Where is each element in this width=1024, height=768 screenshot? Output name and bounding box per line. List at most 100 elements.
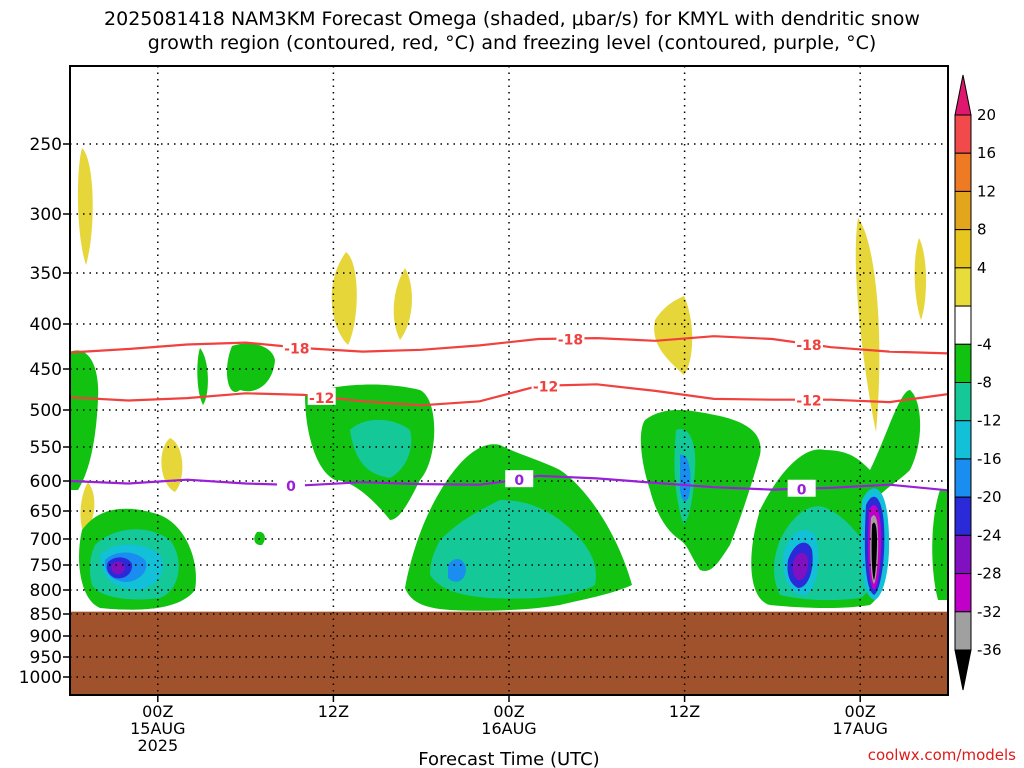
colorbar-swatch [954, 229, 972, 269]
omega-negative-region [197, 348, 208, 405]
colorbar-swatch [954, 382, 972, 422]
omega-shading [70, 148, 948, 611]
y-tick-label: 550 [30, 438, 62, 458]
omega-negative-region [226, 343, 275, 392]
colorbar-swatch [954, 305, 972, 345]
omega-negative-region [110, 561, 125, 575]
chart-title-line2: growth region (contoured, red, °C) and f… [147, 32, 877, 54]
y-tick-label: 350 [30, 264, 62, 284]
omega-negative-region [430, 500, 596, 599]
x-tick-label: 00Z [493, 702, 524, 721]
y-tick-label: 600 [30, 472, 62, 492]
colorbar-label: 4 [977, 259, 987, 277]
colorbar-label: -4 [977, 335, 992, 353]
contour-label: -18 [284, 341, 309, 357]
x-tick-label: 16AUG [481, 719, 536, 738]
colorbar-label: 16 [977, 144, 996, 162]
y-tick-label: 950 [30, 648, 62, 668]
contour-label: -18 [558, 332, 583, 348]
colorbar-label: -8 [977, 374, 992, 392]
omega-positive-region [393, 268, 412, 340]
contour-label: -18 [796, 338, 821, 354]
contour-label-bg [505, 470, 534, 488]
colorbar-label: 12 [977, 182, 996, 200]
y-tick-label: 900 [30, 627, 62, 647]
omega-positive-region [161, 438, 183, 492]
y-tick-label: 450 [30, 360, 62, 380]
contour-label-bg [794, 390, 823, 408]
contour-label-bg [794, 335, 823, 353]
colorbar-top-arrow [954, 74, 972, 116]
colorbar: 20 16 12 8 4 -4 -8 -12 -16 -20 -24 -28 -32 -36 [954, 74, 1002, 691]
y-tick-label: 850 [30, 605, 62, 625]
x-tick-label: 12Z [669, 702, 700, 721]
x-tick-label: 17AUG [832, 719, 887, 738]
colorbar-swatch [954, 267, 972, 307]
contour-label-bg [531, 376, 560, 394]
contour-label: 0 [514, 473, 524, 489]
colorbar-swatch [954, 458, 972, 498]
grid-lines [70, 66, 948, 695]
chart-title-line1: 2025081418 NAM3KM Forecast Omega (shaded… [104, 8, 920, 30]
contour-label: 0 [286, 479, 296, 495]
colorbar-label: 20 [977, 106, 996, 124]
x-tick-label: 2025 [137, 736, 178, 755]
pressure-axis: 2503003504004505005506006507007508008509… [19, 135, 70, 688]
y-tick-label: 800 [30, 581, 62, 601]
y-tick-label: 300 [30, 205, 62, 225]
colorbar-label: -28 [977, 565, 1002, 583]
y-tick-label: 700 [30, 530, 62, 550]
omega-positive-region [914, 238, 927, 320]
colorbar-label: -16 [977, 450, 1002, 468]
x-tick-label: 12Z [318, 702, 349, 721]
contour-label-bg [787, 479, 816, 497]
colorbar-swatch [954, 496, 972, 536]
colorbar-swatch [954, 190, 972, 231]
colorbar-swatch [954, 152, 972, 192]
colorbar-swatch [954, 420, 972, 460]
below-ground-fill [70, 611, 948, 695]
x-tick-label: 00Z [845, 702, 876, 721]
colorbar-swatch [954, 573, 972, 613]
colorbar-label: -32 [977, 603, 1002, 621]
colorbar-label: -36 [977, 641, 1002, 659]
colorbar-swatch [954, 114, 972, 154]
omega-negative-region [871, 522, 877, 580]
omega-negative-region [932, 490, 948, 600]
colorbar-label: 8 [977, 221, 987, 239]
omega-negative-region [680, 454, 691, 502]
y-tick-label: 650 [30, 502, 62, 522]
colorbar-swatch [954, 343, 972, 383]
contour-label-bg [307, 387, 336, 405]
colorbar-label: -12 [977, 412, 1002, 430]
y-tick-label: 250 [30, 135, 62, 155]
y-tick-label: 1000 [19, 668, 62, 688]
colorbar-label: -24 [977, 526, 1002, 544]
colorbar-bottom-arrow [954, 649, 972, 691]
omega-negative-region [70, 350, 99, 490]
colorbar-swatch [954, 611, 972, 651]
contour-label: -12 [533, 380, 558, 396]
watermark: coolwx.com/models [868, 746, 1016, 764]
y-tick-label: 750 [30, 556, 62, 576]
contour-label: -12 [796, 394, 821, 410]
temperature-contours: -18 -18 -18 -12 -12 -12 0 0 0 [70, 329, 948, 499]
omega-positive-region [77, 148, 93, 265]
contour-label-bg [282, 338, 311, 356]
omega-negative-region [792, 552, 809, 581]
colorbar-label: -20 [977, 488, 1002, 506]
x-tick-label: 15AUG [130, 719, 185, 738]
contour-label: -12 [309, 391, 334, 407]
colorbar-swatch [954, 534, 972, 575]
y-tick-label: 400 [30, 315, 62, 335]
x-axis-label: Forecast Time (UTC) [418, 749, 599, 768]
contour-label-bg [556, 329, 585, 347]
omega-positive-region [654, 296, 693, 375]
contour-label: 0 [797, 483, 807, 499]
x-tick-label: 00Z [142, 702, 173, 721]
y-tick-label: 500 [30, 401, 62, 421]
contour-label-bg [276, 475, 305, 493]
omega-negative-region [350, 419, 412, 478]
